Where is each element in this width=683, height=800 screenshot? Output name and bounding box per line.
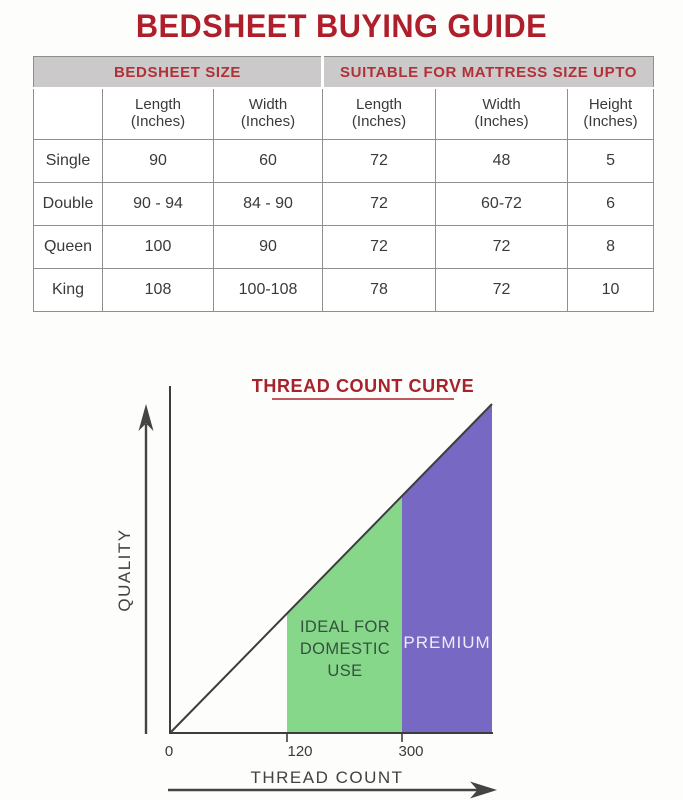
table-row-double: Double 90 - 94 84 - 90 72 60-72 6	[33, 182, 655, 226]
tick-label-0: 0	[165, 743, 173, 760]
cell: 90	[102, 139, 214, 183]
table-row-single: Single 90 60 72 48 5	[33, 139, 655, 183]
cell: 100-108	[213, 268, 323, 312]
cell: 84 - 90	[213, 182, 323, 226]
cell: 48	[435, 139, 568, 183]
col-header-mattress-height: Height (Inches)	[566, 87, 655, 140]
cell: 72	[435, 268, 568, 312]
row-label: Double	[33, 182, 103, 226]
svg-text:IDEAL FOR: IDEAL FOR	[300, 618, 390, 636]
x-axis-label: THREAD COUNT	[250, 768, 403, 787]
svg-text:DOMESTIC: DOMESTIC	[300, 640, 390, 658]
cell: 10	[566, 268, 655, 312]
row-label: King	[33, 268, 103, 312]
corner-cell	[33, 87, 103, 140]
cell: 72	[322, 139, 436, 183]
domestic-region-area	[287, 496, 402, 733]
cell: 108	[102, 268, 214, 312]
thread-count-curve-line	[169, 403, 493, 734]
col-header-mattress-length: Length (Inches)	[322, 87, 436, 140]
cell: 72	[322, 182, 436, 226]
cell: 100	[102, 225, 214, 269]
cell: 90	[213, 225, 323, 269]
group-header-bedsheet-size: BEDSHEET SIZE	[33, 56, 323, 89]
tick-label-120: 120	[287, 743, 312, 760]
cell: 72	[435, 225, 568, 269]
table-row-queen: Queen 100 90 72 72 8	[33, 225, 655, 269]
chart-title: THREAD COUNT CURVE	[252, 376, 474, 396]
thread-count-chart: THREAD COUNT CURVE 0 120 300 QUALITY THR…	[115, 376, 497, 799]
cell: 8	[566, 225, 655, 269]
col-header-bedsheet-width: Width (Inches)	[213, 87, 323, 140]
x-axis-arrow-icon	[168, 781, 497, 799]
cell: 78	[322, 268, 436, 312]
bedsheet-size-table: BEDSHEET SIZE SUITABLE FOR MATTRESS SIZE…	[33, 56, 655, 312]
y-axis-label: QUALITY	[115, 528, 134, 611]
col-header-mattress-width: Width (Inches)	[435, 87, 568, 140]
premium-region-area	[402, 404, 492, 733]
domestic-region-label: IDEAL FOR DOMESTIC USE	[300, 618, 390, 680]
table-group-header-row: BEDSHEET SIZE SUITABLE FOR MATTRESS SIZE…	[33, 56, 655, 89]
cell: 60-72	[435, 182, 568, 226]
row-label: Single	[33, 139, 103, 183]
row-label: Queen	[33, 225, 103, 269]
table-row-king: King 108 100-108 78 72 10	[33, 268, 655, 312]
cell: 90 - 94	[102, 182, 214, 226]
cell: 6	[566, 182, 655, 226]
page-title: BEDSHEET BUYING GUIDE	[135, 8, 548, 44]
cell: 60	[213, 139, 323, 183]
y-axis-arrow-icon	[138, 404, 154, 734]
cell: 5	[566, 139, 655, 183]
svg-text:USE: USE	[327, 662, 362, 680]
tick-label-300: 300	[398, 743, 423, 760]
cell: 72	[322, 225, 436, 269]
table-column-header-row: Length (Inches) Width (Inches) Length (Inch…	[33, 87, 655, 140]
premium-region-label: PREMIUM	[403, 633, 490, 652]
col-header-bedsheet-length: Length (Inches)	[102, 87, 214, 140]
group-header-mattress-size: SUITABLE FOR MATTRESS SIZE UPTO	[320, 56, 655, 89]
